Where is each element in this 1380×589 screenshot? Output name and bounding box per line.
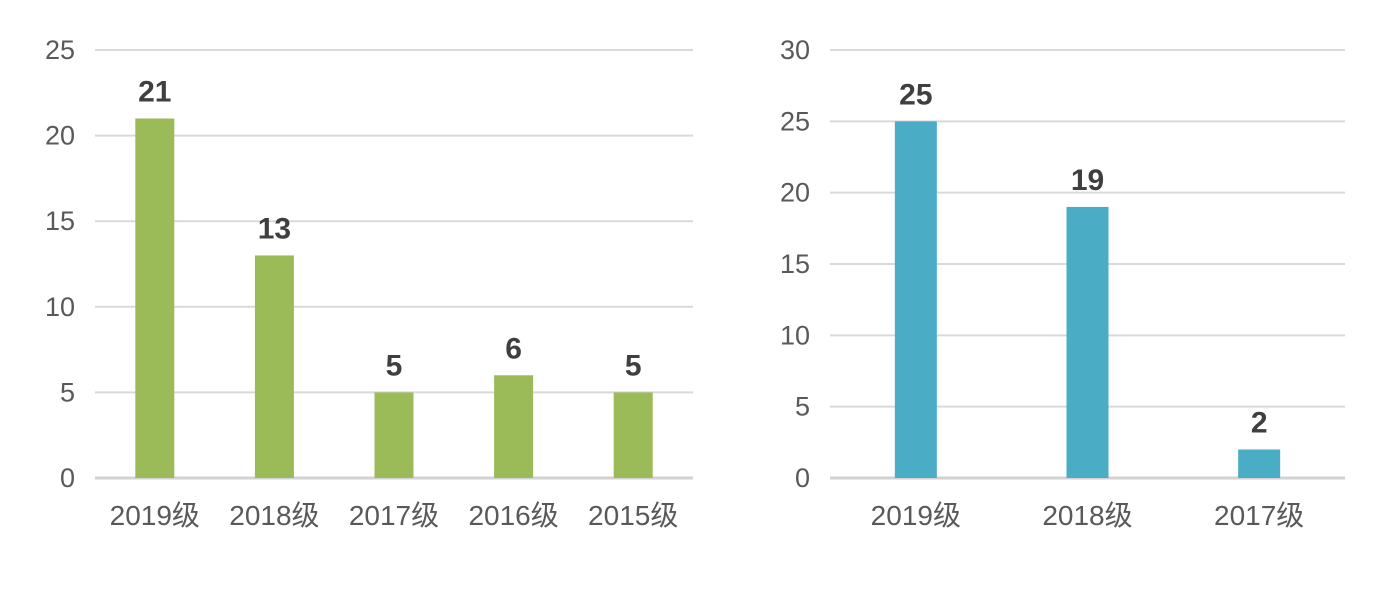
bar-value-label: 5 [386,349,403,382]
y-tick-label: 0 [60,463,75,493]
bar [1066,206,1109,478]
bar [494,375,534,478]
x-category-label: 2019级 [110,500,200,531]
bar-value-label: 2 [1251,406,1268,439]
y-tick-label: 15 [780,249,810,279]
y-tick-label: 20 [780,178,810,208]
bar [135,118,175,478]
bar-value-label: 6 [505,332,522,365]
y-tick-label: 5 [60,377,75,407]
bar-value-label: 5 [625,349,642,382]
x-category-label: 2018级 [1042,500,1132,531]
bar [254,255,294,478]
bar-value-label: 25 [899,78,932,111]
left-green-chart: 0 5 10 15 20 25 21 2019级 13 2018级 5 2017级 6 2016级 5 201… [45,35,693,531]
y-tick-label: 20 [45,121,75,151]
bar-value-label: 21 [138,75,171,108]
x-category-label: 2017级 [1214,500,1304,531]
bar-value-label: 19 [1071,164,1104,197]
x-category-label: 2015级 [588,500,678,531]
x-category-label: 2016级 [468,500,558,531]
right-teal-chart: 0 5 10 15 20 25 30 25 2019级 19 2018级 2 2017级 [780,35,1345,531]
bar [1238,449,1281,478]
y-tick-label: 0 [795,463,810,493]
y-tick-label: 5 [795,392,810,422]
bar [894,121,937,478]
y-tick-label: 10 [45,292,75,322]
bar [613,392,653,478]
x-category-label: 2017级 [349,500,439,531]
bar [374,392,414,478]
x-category-label: 2019级 [871,500,961,531]
x-category-label: 2018级 [229,500,319,531]
y-tick-label: 10 [780,320,810,350]
y-tick-label: 25 [45,35,75,65]
y-tick-label: 15 [45,206,75,236]
y-tick-label: 30 [780,35,810,65]
bar-value-label: 13 [258,212,291,245]
y-tick-label: 25 [780,106,810,136]
